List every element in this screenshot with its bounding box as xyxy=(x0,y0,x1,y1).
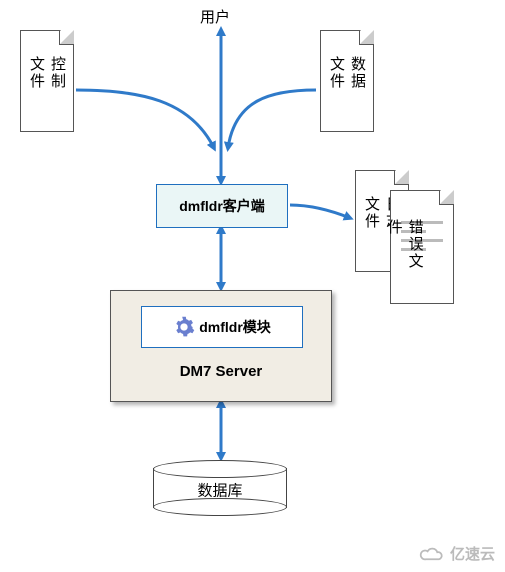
cloud-icon xyxy=(418,545,446,563)
module-box: dmfldr模块 xyxy=(141,306,303,348)
diagram-canvas: 用户 控制文件 数据文件 日志文件 错误文件 dmfldr客户端 dmfldr模… xyxy=(0,0,505,572)
database-label: 数据库 xyxy=(153,480,287,501)
server-box: dmfldr模块 DM7 Server xyxy=(110,290,332,402)
arrow-data-in xyxy=(228,90,316,148)
arrow-client-logs xyxy=(290,205,350,218)
gear-icon xyxy=(173,316,195,338)
data-file-label: 数据文件 xyxy=(326,56,368,106)
watermark: 亿速云 xyxy=(418,543,495,564)
data-file-node: 数据文件 xyxy=(320,30,374,132)
client-label: dmfldr客户端 xyxy=(179,196,265,216)
control-file-node: 控制文件 xyxy=(20,30,74,132)
user-label: 用户 xyxy=(200,6,230,27)
control-file-label: 控制文件 xyxy=(26,56,68,106)
module-label: dmfldr模块 xyxy=(199,317,271,337)
arrow-control-in xyxy=(76,90,214,148)
error-file-node: 错误文件 xyxy=(390,190,454,304)
server-label: DM7 Server xyxy=(111,363,331,380)
client-box: dmfldr客户端 xyxy=(156,184,288,228)
error-file-label: 错误文件 xyxy=(384,219,426,275)
database-node: 数据库 xyxy=(153,460,287,516)
watermark-text: 亿速云 xyxy=(450,543,495,564)
